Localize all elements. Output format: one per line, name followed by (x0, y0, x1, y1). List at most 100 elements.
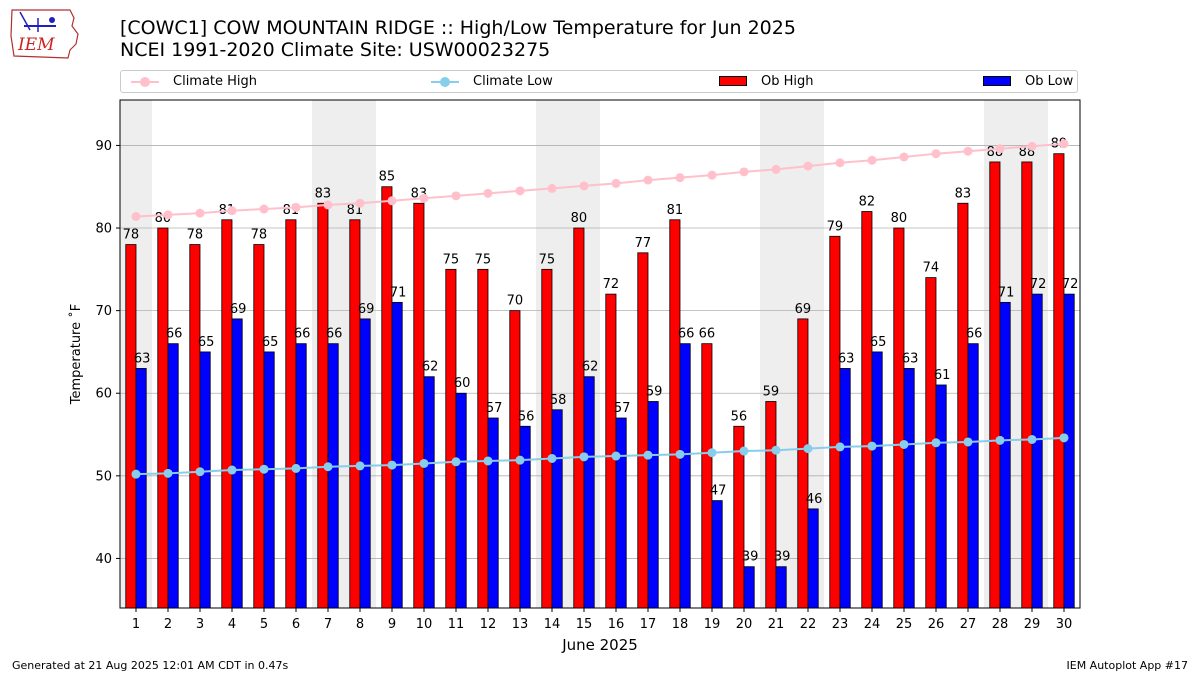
x-tick-label: 4 (228, 617, 236, 632)
data-label-ob-low: 66 (294, 327, 311, 342)
bar-ob-high (541, 268, 553, 609)
bar-ob-low (903, 368, 915, 609)
climate-low-point (803, 444, 813, 454)
x-tick-label: 6 (292, 617, 300, 632)
climate-low-point (1027, 434, 1037, 444)
bar-ob-low (711, 500, 723, 609)
x-tick-label: 25 (896, 617, 913, 632)
data-label-ob-low: 63 (902, 351, 919, 366)
data-label-ob-low: 66 (678, 327, 695, 342)
bar-ob-high (893, 227, 905, 609)
data-label-ob-high: 72 (603, 277, 620, 292)
climate-low-point (291, 463, 301, 473)
bar-ob-high (701, 343, 713, 609)
data-label-ob-high: 56 (731, 409, 748, 424)
bar-ob-high (381, 186, 393, 609)
climate-low-point (579, 452, 589, 462)
iem-logo: IEM (10, 9, 79, 59)
climate-low-point (131, 469, 141, 479)
data-label-ob-low: 65 (870, 335, 887, 350)
x-tick-label: 11 (448, 617, 465, 632)
bar-ob-high (189, 244, 201, 609)
climate-high-point (323, 200, 333, 210)
data-label-ob-low: 63 (838, 351, 855, 366)
data-label-ob-high: 75 (443, 252, 460, 267)
data-label-ob-low: 60 (454, 376, 471, 391)
climate-high-line (135, 142, 1065, 218)
climate-low-point (547, 453, 557, 463)
climate-high-point (1059, 139, 1069, 149)
bar-ob-low (391, 301, 403, 609)
bar-ob-low (839, 368, 851, 609)
climate-high-point (355, 198, 365, 208)
data-label-ob-high: 74 (923, 261, 940, 276)
climate-high-point (1027, 141, 1037, 151)
plot-frame (119, 99, 1081, 609)
bar-ob-low (807, 508, 819, 609)
data-label-ob-low: 72 (1062, 277, 1079, 292)
x-axis-label: June 2025 (561, 636, 638, 654)
data-label-ob-low: 66 (966, 327, 983, 342)
climate-high-point (131, 211, 141, 221)
climate-high-point (419, 193, 429, 203)
climate-high-point (547, 183, 557, 193)
bar-ob-high (125, 244, 137, 609)
data-label-ob-low: 61 (934, 368, 951, 383)
climate-high-point (739, 167, 749, 177)
data-label-ob-low: 66 (326, 327, 343, 342)
data-label-ob-low: 57 (614, 401, 631, 416)
bar-ob-low (743, 566, 755, 609)
bar-ob-high (765, 401, 777, 609)
x-tick-label: 28 (992, 617, 1009, 632)
data-label-ob-high: 79 (827, 219, 844, 234)
climate-high-point (195, 208, 205, 218)
x-tick-label: 30 (1056, 617, 1073, 632)
data-label-ob-low: 56 (518, 409, 535, 424)
bar-ob-high (349, 219, 361, 609)
climate-high-point (163, 210, 173, 220)
x-tick-label: 12 (480, 617, 497, 632)
bar-ob-high (253, 244, 265, 609)
bar-ob-low (231, 318, 243, 609)
climate-high-point (867, 155, 877, 165)
data-label-ob-low: 63 (134, 351, 151, 366)
bar-ob-low (583, 376, 595, 609)
bar-ob-low (679, 343, 691, 609)
bar-ob-high (285, 219, 297, 609)
climate-high-point (675, 173, 685, 183)
bar-ob-low (423, 376, 435, 609)
bar-ob-high (573, 227, 585, 609)
climate-low-point (323, 462, 333, 472)
climate-low-point (707, 448, 717, 458)
data-label-ob-high: 59 (763, 384, 780, 399)
data-label-ob-low: 47 (710, 484, 727, 499)
bar-ob-low (487, 417, 499, 609)
climate-low-line (135, 436, 1065, 476)
data-label-ob-low: 58 (550, 393, 567, 408)
bar-ob-low (1063, 293, 1075, 609)
data-label-ob-low: 39 (774, 550, 791, 565)
climate-high-point (291, 202, 301, 212)
data-label-ob-high: 78 (187, 228, 204, 243)
bar-ob-low (519, 425, 531, 609)
climate-high-point (707, 170, 717, 180)
climate-low-point (867, 441, 877, 451)
legend-label: Ob High (761, 74, 814, 89)
bar-ob-high (477, 268, 489, 609)
x-tick-label: 13 (512, 617, 529, 632)
bar-ob-high (989, 161, 1001, 609)
legend-label: Climate Low (473, 74, 553, 89)
climate-low-point (771, 445, 781, 455)
data-label-ob-high: 81 (667, 203, 684, 218)
y-tick-label: 50 (95, 469, 112, 484)
climate-low-point (995, 435, 1005, 445)
climate-low-point (227, 465, 237, 475)
climate-low-point (675, 449, 685, 459)
climate-high-point (803, 161, 813, 171)
climate-low-point (419, 458, 429, 468)
climate-high-point (451, 191, 461, 201)
bar-ob-low (551, 409, 563, 609)
bar-ob-low (935, 384, 947, 609)
y-tick-label: 40 (95, 552, 112, 567)
